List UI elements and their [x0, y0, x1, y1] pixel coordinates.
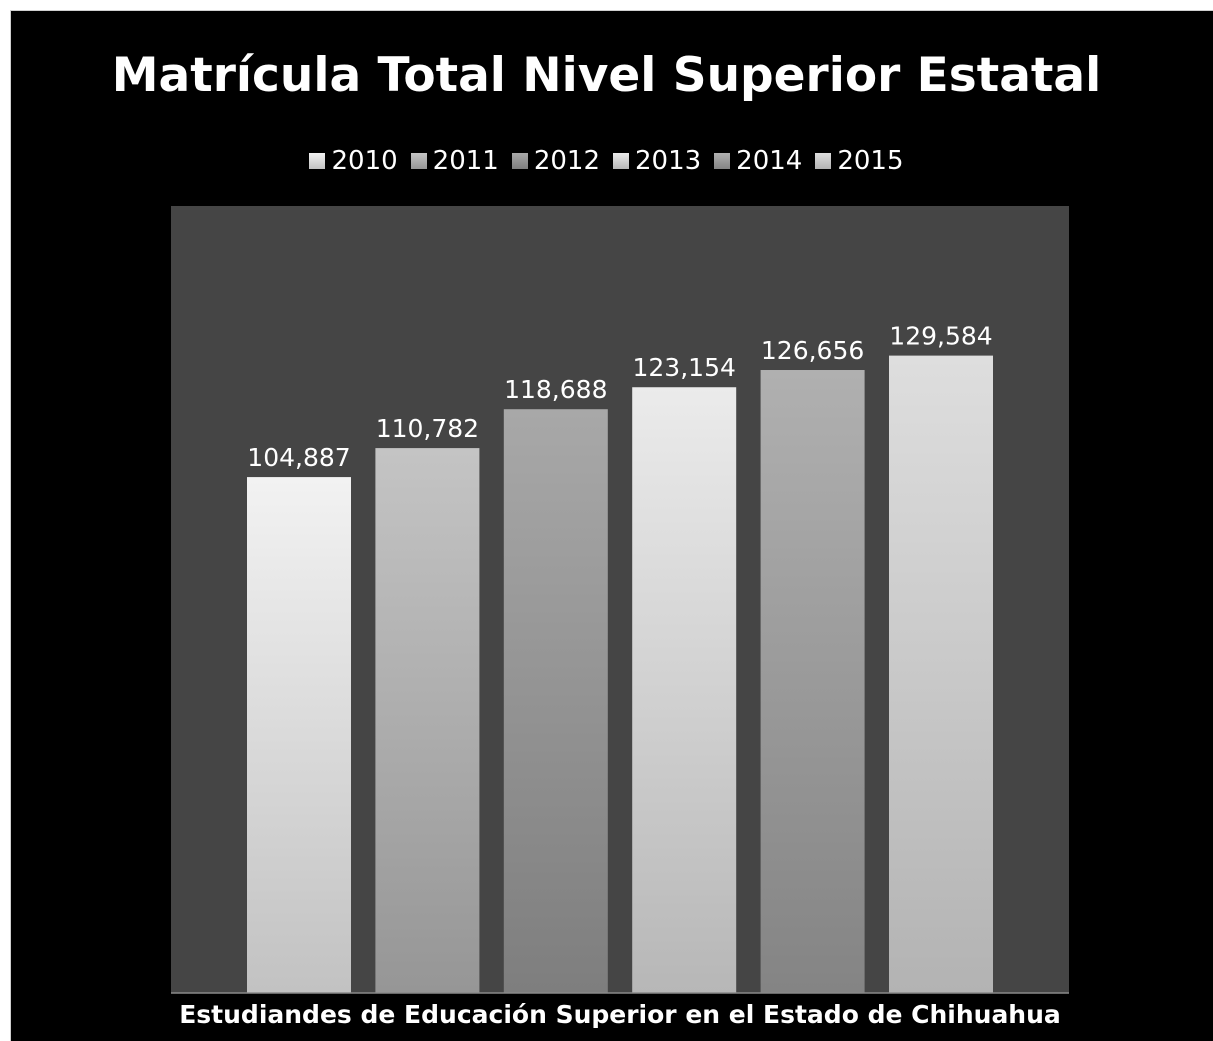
legend-swatch-2014 — [714, 153, 731, 169]
x-category-label: Estudiandes de Educación Superior en el … — [179, 1000, 1061, 1029]
legend-item-2011: 2011 — [410, 146, 499, 176]
legend-swatch-2011 — [410, 153, 427, 169]
bar-2013 — [632, 387, 737, 993]
legend-item-2014: 2014 — [714, 148, 802, 174]
bar-2010 — [247, 477, 351, 994]
data-label-2011: 110,782 — [376, 414, 479, 443]
bar-2015 — [889, 355, 993, 993]
legend-label-2013: 2013 — [635, 146, 702, 176]
legend-swatch-2012 — [511, 153, 528, 169]
legend-label-2012: 2012 — [533, 146, 600, 176]
chart-title: Matrícula Total Nivel Superior Estatal — [111, 48, 1102, 103]
data-label-2013: 123,154 — [633, 353, 736, 382]
legend-swatch-2015 — [815, 153, 832, 169]
bars-group — [247, 355, 993, 994]
data-labels-group: 104,887 110,782 118,688 123,154 126,656 129,5… — [247, 322, 992, 472]
legend-label-2015: 2015 — [837, 146, 904, 176]
data-label-2010: 104,887 — [247, 443, 350, 472]
data-label-2014: 126,656 — [761, 336, 864, 365]
legend-item-2015: 2015 — [815, 146, 904, 176]
bar-2014 — [760, 370, 865, 993]
legend-swatch-2010 — [309, 153, 326, 169]
legend-label-2014: 2014 — [736, 146, 803, 176]
bar-2012 — [503, 409, 608, 994]
legend: 2010 2011 2012 2013 2014 2015 — [0, 148, 1213, 174]
legend-item-2010: 2010 — [309, 146, 398, 176]
data-label-2015: 129,584 — [889, 322, 992, 351]
legend-swatch-2013 — [613, 153, 629, 169]
legend-label-2010: 2010 — [331, 146, 398, 176]
bar-2011 — [375, 448, 480, 993]
legend-label-2011: 2011 — [432, 146, 499, 176]
data-label-2012: 118,688 — [504, 375, 607, 404]
legend-item-2013: 2013 — [613, 148, 701, 174]
legend-item-2012: 2012 — [511, 146, 600, 176]
